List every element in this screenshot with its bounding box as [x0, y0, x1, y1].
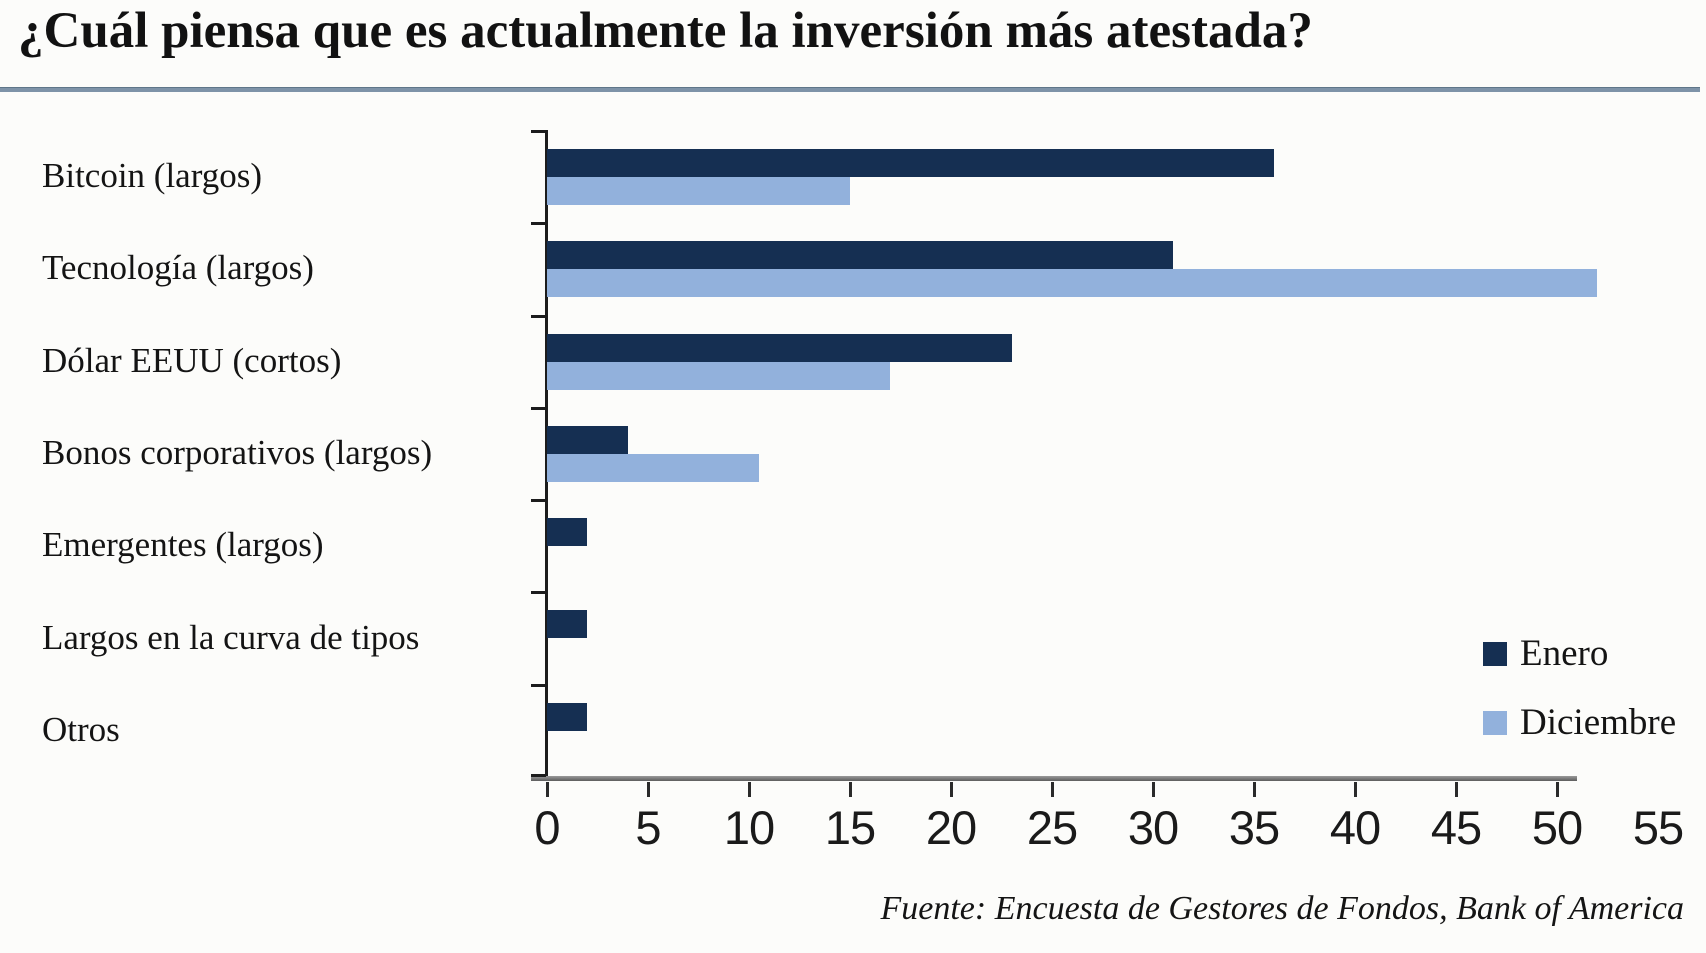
- category-axis-labels: Bitcoin (largos) Tecnología (largos) Dólar…: [42, 130, 542, 776]
- x-axis-tick: [1354, 782, 1357, 797]
- legend-item-enero: Enero: [1483, 632, 1608, 675]
- x-axis-tick: [849, 782, 852, 797]
- x-tick-label: 10: [723, 801, 775, 854]
- y-axis-tick: [531, 683, 546, 687]
- x-axis-tick: [1556, 782, 1559, 797]
- category-label: Otros: [42, 709, 120, 749]
- bar: [547, 177, 850, 205]
- bar: [547, 453, 760, 482]
- y-axis-tick: [531, 406, 546, 410]
- x-tick-label: 25: [1026, 801, 1078, 854]
- y-axis-line: [545, 130, 548, 780]
- y-axis-tick: [531, 222, 546, 226]
- bar: [547, 269, 1598, 298]
- bar: [547, 518, 588, 547]
- bar: [547, 241, 1174, 270]
- source-note: Fuente: Encuesta de Gestores de Fondos, …: [880, 890, 1684, 927]
- x-tick-label: 40: [1329, 801, 1381, 854]
- x-axis-tick: [1152, 782, 1155, 797]
- legend-label-diciembre: Diciembre: [1520, 702, 1677, 743]
- x-tick-label: 55: [1632, 801, 1684, 854]
- x-tick-label: 5: [635, 801, 661, 854]
- chart-title: ¿Cuál piensa que es actualmente la inver…: [18, 3, 1313, 59]
- legend-swatch-diciembre-icon: [1483, 710, 1507, 735]
- x-tick-label: 50: [1531, 801, 1583, 854]
- x-axis-tick: [647, 782, 650, 797]
- x-axis-tick: [950, 782, 953, 797]
- category-label: Dólar EEUU (cortos): [42, 340, 342, 380]
- legend-swatch-enero-icon: [1483, 641, 1507, 666]
- x-axis-tick: [1051, 782, 1054, 797]
- y-axis-tick: [531, 591, 546, 595]
- legend-label-enero: Enero: [1520, 633, 1609, 674]
- category-label: Tecnología (largos): [42, 248, 314, 288]
- x-axis-tick: [1253, 782, 1256, 797]
- y-axis-tick: [531, 499, 546, 503]
- x-tick-label: 15: [824, 801, 876, 854]
- y-axis-tick: [531, 774, 546, 777]
- y-axis-tick: [531, 130, 546, 133]
- x-axis-tick: [1455, 782, 1458, 797]
- title-divider: [0, 87, 1700, 92]
- category-label: Bonos corporativos (largos): [42, 432, 433, 472]
- x-tick-label: 35: [1228, 801, 1280, 854]
- y-axis-tick: [531, 314, 546, 318]
- category-label: Largos en la curva de tipos: [42, 617, 420, 657]
- bar: [547, 702, 588, 731]
- x-tick-label: 30: [1127, 801, 1179, 854]
- bar: [547, 610, 588, 639]
- x-tick-label: 45: [1430, 801, 1482, 854]
- x-axis-tick: [546, 782, 549, 797]
- x-axis-tick: [748, 782, 751, 797]
- bar: [547, 149, 1275, 177]
- x-tick-label: 0: [534, 801, 560, 854]
- bar: [547, 333, 1012, 362]
- legend-item-diciembre: Diciembre: [1483, 701, 1676, 744]
- category-label: Bitcoin (largos): [42, 156, 263, 196]
- bar: [547, 361, 891, 390]
- x-tick-label: 20: [925, 801, 977, 854]
- bar: [547, 425, 628, 454]
- x-axis-line: [531, 776, 1578, 781]
- category-label: Emergentes (largos): [42, 525, 324, 565]
- plot-area: Enero Diciembre 0 5 10 15 20 25 30 35 40 45 50 55: [531, 130, 1684, 854]
